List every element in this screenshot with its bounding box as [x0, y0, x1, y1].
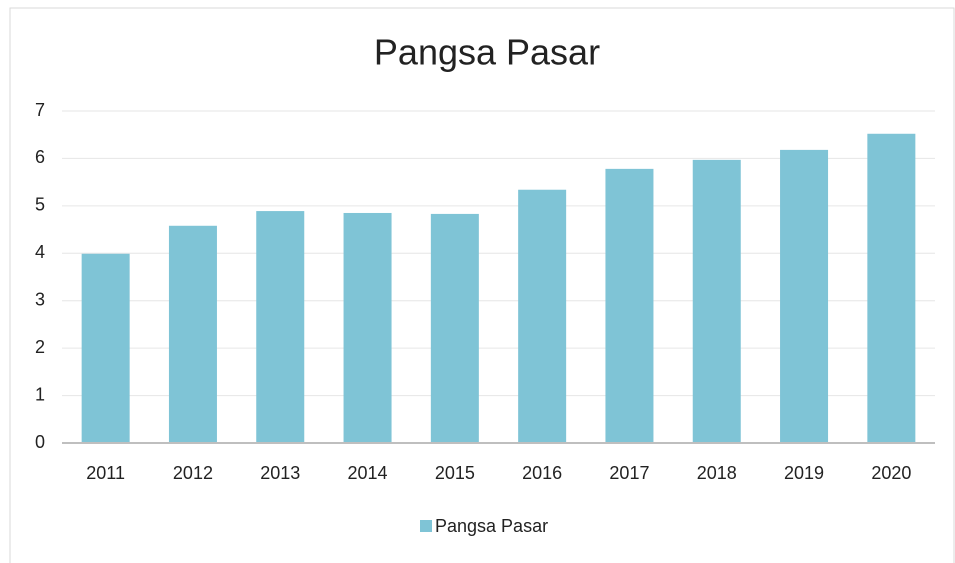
x-tick-label: 2012	[173, 463, 213, 483]
bar	[343, 212, 392, 443]
bar	[256, 211, 305, 443]
y-tick-label: 0	[35, 432, 45, 452]
x-tick-label: 2018	[697, 463, 737, 483]
y-tick-label: 6	[35, 147, 45, 167]
y-tick-label: 5	[35, 195, 45, 215]
x-tick-label: 2014	[348, 463, 388, 483]
x-tick-label: 2011	[86, 463, 125, 483]
bar	[430, 213, 479, 443]
chart-border	[9, 7, 955, 563]
bar	[518, 189, 567, 443]
bar	[168, 225, 217, 443]
chart-title: Pangsa Pasar	[374, 32, 600, 73]
x-tick-label: 2015	[435, 463, 475, 483]
bar	[780, 149, 829, 444]
legend-label: Pangsa Pasar	[435, 516, 548, 536]
bar	[867, 133, 916, 443]
bar	[605, 168, 654, 443]
y-tick-label: 2	[35, 337, 45, 357]
x-tick-label: 2017	[609, 463, 649, 483]
x-tick-label: 2019	[784, 463, 824, 483]
x-tick-label: 2020	[871, 463, 911, 483]
x-tick-label: 2016	[522, 463, 562, 483]
bar	[81, 253, 130, 443]
x-tick-label: 2013	[260, 463, 300, 483]
legend-swatch	[420, 520, 432, 532]
y-tick-label: 4	[35, 242, 45, 262]
y-tick-label: 1	[35, 384, 45, 404]
bar	[692, 159, 741, 443]
y-tick-label: 3	[35, 289, 45, 309]
y-tick-label: 7	[35, 100, 45, 120]
